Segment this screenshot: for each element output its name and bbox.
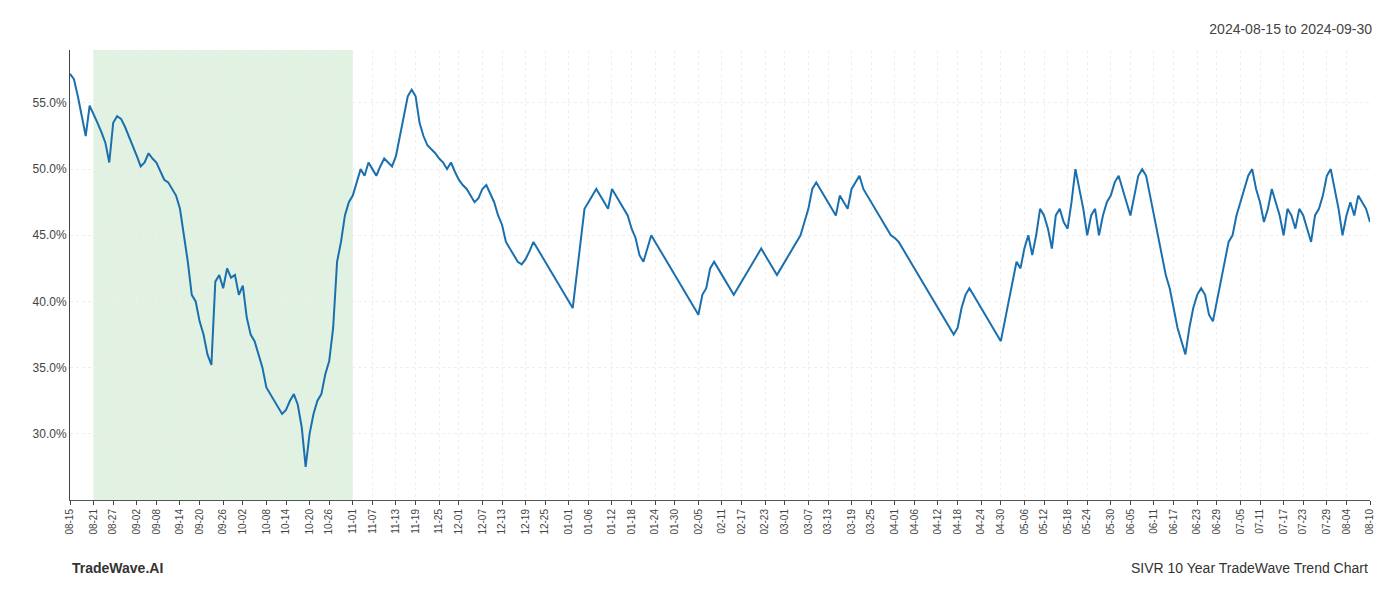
svg-text:TradeWave.AI: TradeWave.AI <box>72 560 163 576</box>
svg-text:10-26: 10-26 <box>323 509 334 535</box>
svg-text:07-05: 07-05 <box>1235 509 1246 535</box>
svg-text:35.0%: 35.0% <box>33 361 67 375</box>
svg-text:11-25: 11-25 <box>433 509 444 534</box>
svg-text:08-21: 08-21 <box>88 509 99 535</box>
svg-text:06-29: 06-29 <box>1211 509 1222 535</box>
svg-text:09-02: 09-02 <box>131 509 142 535</box>
svg-text:01-01: 01-01 <box>563 509 574 535</box>
svg-text:09-20: 09-20 <box>194 509 205 535</box>
svg-text:06-05: 06-05 <box>1125 509 1136 535</box>
svg-text:09-08: 09-08 <box>151 509 162 535</box>
svg-text:03-19: 03-19 <box>846 509 857 535</box>
svg-text:02-05: 02-05 <box>693 509 704 535</box>
svg-text:11-01: 11-01 <box>347 509 358 534</box>
svg-text:04-06: 04-06 <box>909 509 920 535</box>
svg-text:01-24: 01-24 <box>649 509 660 535</box>
svg-text:08-27: 08-27 <box>107 509 118 535</box>
svg-text:04-12: 04-12 <box>932 509 943 535</box>
svg-text:04-01: 04-01 <box>889 509 900 535</box>
svg-text:10-20: 10-20 <box>304 509 315 535</box>
svg-text:45.0%: 45.0% <box>33 228 67 242</box>
svg-text:40.0%: 40.0% <box>33 295 67 309</box>
svg-text:12-13: 12-13 <box>496 509 507 535</box>
svg-text:07-29: 07-29 <box>1321 509 1332 535</box>
svg-text:05-12: 05-12 <box>1038 509 1049 535</box>
svg-text:01-18: 01-18 <box>626 509 637 535</box>
svg-text:12-19: 12-19 <box>520 509 531 535</box>
svg-text:09-14: 09-14 <box>174 509 185 535</box>
svg-text:02-23: 02-23 <box>759 509 770 535</box>
svg-text:07-11: 07-11 <box>1254 509 1265 534</box>
svg-text:11-13: 11-13 <box>390 509 401 534</box>
svg-text:02-11: 02-11 <box>716 509 727 534</box>
svg-text:08-10: 08-10 <box>1364 509 1375 535</box>
svg-text:05-18: 05-18 <box>1062 509 1073 535</box>
svg-text:06-11: 06-11 <box>1148 509 1159 534</box>
svg-text:06-23: 06-23 <box>1191 509 1202 535</box>
svg-text:02-17: 02-17 <box>736 509 747 535</box>
svg-text:01-12: 01-12 <box>606 509 617 535</box>
svg-text:03-01: 03-01 <box>779 509 790 535</box>
svg-text:12-01: 12-01 <box>453 509 464 535</box>
svg-text:03-25: 03-25 <box>865 509 876 535</box>
svg-text:11-19: 11-19 <box>410 509 421 534</box>
svg-text:10-14: 10-14 <box>280 509 291 535</box>
svg-text:SIVR 10 Year TradeWave Trend C: SIVR 10 Year TradeWave Trend Chart <box>1131 560 1368 576</box>
svg-text:04-30: 04-30 <box>995 509 1006 535</box>
svg-text:07-23: 07-23 <box>1297 509 1308 535</box>
svg-text:05-30: 05-30 <box>1105 509 1116 535</box>
svg-text:2024-08-15 to 2024-09-30: 2024-08-15 to 2024-09-30 <box>1209 21 1372 37</box>
svg-text:05-06: 05-06 <box>1019 509 1030 535</box>
svg-text:05-24: 05-24 <box>1081 509 1092 535</box>
svg-text:09-26: 09-26 <box>217 509 228 535</box>
svg-text:11-07: 11-07 <box>367 509 378 534</box>
svg-text:08-04: 08-04 <box>1341 509 1352 535</box>
svg-text:55.0%: 55.0% <box>33 96 67 110</box>
svg-text:03-07: 03-07 <box>803 509 814 535</box>
svg-text:06-17: 06-17 <box>1168 509 1179 535</box>
svg-text:08-15: 08-15 <box>64 509 75 535</box>
svg-text:30.0%: 30.0% <box>33 427 67 441</box>
svg-text:10-08: 10-08 <box>261 509 272 535</box>
svg-text:01-30: 01-30 <box>669 509 680 535</box>
svg-text:12-25: 12-25 <box>539 509 550 535</box>
svg-text:03-13: 03-13 <box>822 509 833 535</box>
svg-text:10-02: 10-02 <box>237 509 248 535</box>
svg-text:04-24: 04-24 <box>975 509 986 535</box>
svg-text:04-18: 04-18 <box>952 509 963 535</box>
svg-text:07-17: 07-17 <box>1278 509 1289 535</box>
svg-text:01-06: 01-06 <box>583 509 594 535</box>
svg-text:50.0%: 50.0% <box>33 162 67 176</box>
svg-text:12-07: 12-07 <box>477 509 488 535</box>
